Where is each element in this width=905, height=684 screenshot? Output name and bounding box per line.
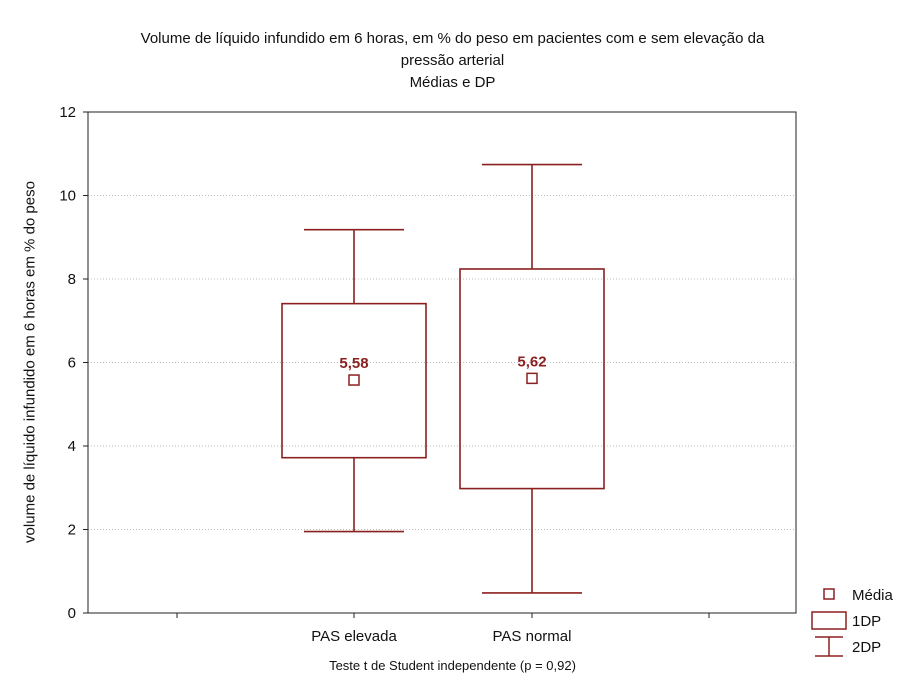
- chart-title-line1: Volume de líquido infundido em 6 horas, …: [140, 30, 765, 47]
- legend-entry-mean: Média: [852, 587, 894, 604]
- y-tick-label-4: 4: [68, 438, 76, 455]
- legend-entry-1dp: 1DP: [852, 613, 881, 630]
- chart-subtitle: Médias e DP: [409, 74, 496, 91]
- x-category-label-1: PAS elevada: [311, 628, 397, 645]
- footer-note: Teste t de Student independente (p = 0,9…: [329, 658, 576, 673]
- chart-title-line2: pressão arterial: [400, 52, 505, 69]
- group-1-mean-label: 5,58: [339, 355, 368, 372]
- legend-mean-icon: [823, 588, 835, 600]
- legend-1dp-icon: [811, 611, 847, 630]
- y-tick-label-10: 10: [59, 188, 76, 205]
- y-tick-label-12: 12: [59, 104, 76, 121]
- legend-entry-2dp: 2DP: [852, 639, 881, 656]
- x-category-label-2: PAS normal: [493, 628, 572, 645]
- group-1-mean-marker: [348, 374, 360, 386]
- y-tick-label-6: 6: [68, 355, 76, 372]
- group-2-mean-marker: [526, 372, 538, 385]
- group-2-mean-label: 5,62: [517, 353, 546, 370]
- y-tick-label-8: 8: [68, 271, 76, 288]
- plot-frame: [87, 111, 797, 614]
- y-tick-label-2: 2: [68, 522, 76, 539]
- group-1-sd-box: [281, 302, 427, 459]
- y-tick-label-0: 0: [68, 605, 76, 622]
- group-2-sd-box: [459, 268, 605, 490]
